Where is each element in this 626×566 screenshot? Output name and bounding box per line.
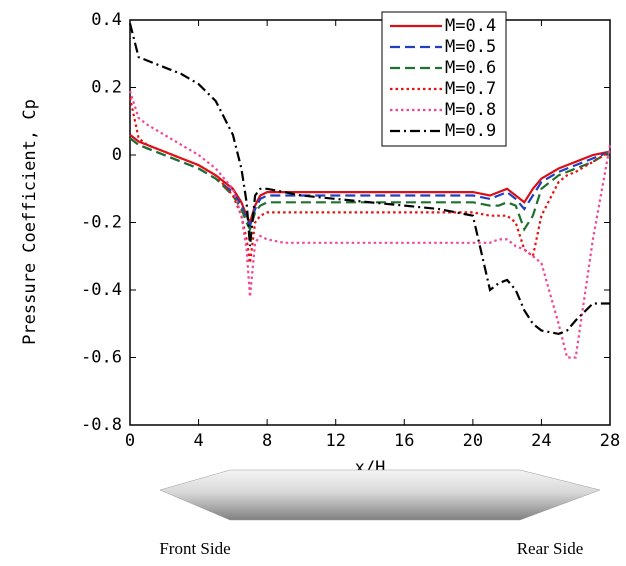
x-tick-label: 12 bbox=[325, 431, 345, 451]
legend-label: M=0.8 bbox=[445, 100, 496, 120]
series-line bbox=[129, 137, 611, 233]
x-tick-label: 28 bbox=[600, 431, 620, 451]
plot-frame bbox=[129, 19, 611, 426]
legend-label: M=0.6 bbox=[445, 58, 496, 78]
y-tick-label: -0.6 bbox=[81, 348, 122, 368]
legend-label: M=0.7 bbox=[445, 79, 496, 99]
legend-label: M=0.5 bbox=[445, 37, 496, 57]
y-tick-label: -0.4 bbox=[81, 280, 122, 300]
x-tick-label: 4 bbox=[193, 431, 203, 451]
x-tick-label: 24 bbox=[531, 431, 551, 451]
series-line bbox=[128, 23, 610, 336]
y-tick-label: 0.2 bbox=[91, 78, 122, 98]
x-tick-label: 0 bbox=[125, 431, 135, 451]
legend-label: M=0.4 bbox=[445, 16, 496, 36]
rear-label: Rear Side bbox=[517, 539, 584, 558]
y-tick-label: 0 bbox=[112, 145, 122, 165]
x-tick-label: 20 bbox=[463, 431, 483, 451]
series-line bbox=[129, 133, 611, 226]
series-line bbox=[128, 90, 612, 359]
legend-box bbox=[381, 11, 507, 147]
series-line bbox=[128, 97, 611, 264]
vehicle-shape bbox=[159, 469, 601, 521]
y-tick-label: 0.4 bbox=[91, 10, 122, 30]
front-label: Front Side bbox=[159, 539, 230, 558]
x-tick-label: 16 bbox=[394, 431, 414, 451]
y-axis-label: Pressure Coefficient, Cp bbox=[20, 99, 40, 345]
y-tick-label: -0.8 bbox=[81, 415, 122, 435]
legend-label: M=0.9 bbox=[445, 121, 496, 141]
y-tick-label: -0.2 bbox=[81, 213, 122, 233]
x-tick-label: 8 bbox=[262, 431, 272, 451]
